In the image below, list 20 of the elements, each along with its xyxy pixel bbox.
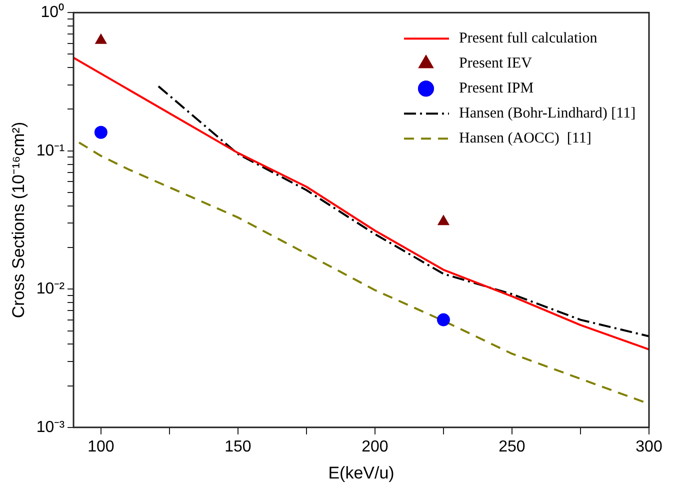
x-axis-title: E(keV/u) xyxy=(328,463,394,482)
y-tick-label: 10⁻³ xyxy=(36,418,66,436)
y-tick-label: 10⁻¹ xyxy=(36,142,65,160)
x-tick-label: 200 xyxy=(362,438,388,456)
y-tick-label: 10⁰ xyxy=(40,3,65,22)
x-tick-label: 250 xyxy=(498,438,526,456)
point xyxy=(94,126,108,139)
legend-label: Present full calculation xyxy=(459,30,598,47)
legend-label: Present IPM xyxy=(459,80,534,97)
legend-label: Present IEV xyxy=(459,56,532,72)
x-tick-label: 100 xyxy=(88,438,114,456)
x-tick-label: 300 xyxy=(636,438,662,456)
y-axis-title: Cross Sections (10⁻¹⁶cm²) xyxy=(8,122,28,318)
x-tick-label: 150 xyxy=(224,438,252,456)
point xyxy=(436,313,450,326)
point xyxy=(95,34,107,44)
legend-label: Hansen (Bohr-Lindhard) [11] xyxy=(459,106,636,122)
legend-label: Hansen (AOCC) [11] xyxy=(459,130,592,147)
point xyxy=(438,215,450,226)
y-tick-label: 10⁻² xyxy=(36,280,66,298)
